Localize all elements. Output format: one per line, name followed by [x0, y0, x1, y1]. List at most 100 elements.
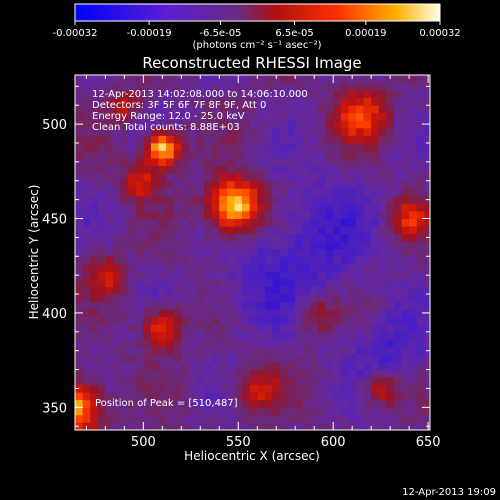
heatmap-cell: [302, 165, 311, 174]
heatmap-cell: [424, 414, 430, 423]
heatmap-cell: [280, 399, 289, 408]
heatmap-cell: [242, 142, 251, 151]
heatmap-cell: [75, 354, 83, 363]
heatmap-cell: [386, 339, 395, 348]
heatmap-cell: [302, 407, 311, 416]
heatmap-cell: [188, 173, 197, 182]
heatmap-cell: [264, 324, 273, 333]
heatmap-cell: [401, 278, 410, 287]
heatmap-cell: [317, 316, 326, 325]
heatmap-cell: [188, 316, 197, 325]
heatmap-cell: [173, 150, 182, 159]
heatmap-cell: [143, 158, 152, 167]
heatmap-cell: [325, 294, 334, 302]
heatmap-cell: [257, 263, 266, 272]
heatmap-cell: [340, 248, 349, 257]
heatmap-cell: [211, 97, 220, 106]
heatmap-cell: [272, 377, 281, 386]
heatmap-cell: [120, 218, 129, 227]
heatmap-cell: [90, 301, 99, 310]
heatmap-cell: [287, 294, 296, 302]
heatmap-cell: [150, 241, 159, 250]
heatmap-cell: [302, 377, 311, 386]
heatmap-cell: [196, 414, 205, 423]
heatmap-cell: [97, 309, 106, 318]
heatmap-cell: [310, 354, 319, 363]
heatmap-cell: [120, 173, 129, 182]
heatmap-cell: [188, 75, 197, 83]
heatmap-cell: [317, 346, 326, 355]
heatmap-cell: [219, 226, 228, 235]
heatmap-cell: [355, 158, 364, 167]
heatmap-cell: [226, 256, 235, 265]
heatmap-cell: [393, 331, 402, 340]
heatmap-cell: [105, 324, 114, 333]
x-tick-label: 650: [416, 435, 441, 450]
heatmap-cell: [105, 263, 114, 272]
heatmap-cell: [355, 278, 364, 287]
heatmap-cell: [105, 173, 114, 182]
heatmap-cell: [211, 195, 220, 204]
heatmap-cell: [105, 407, 114, 416]
heatmap-cell: [333, 127, 342, 136]
heatmap-cell: [211, 399, 220, 408]
heatmap-cell: [120, 105, 129, 114]
heatmap-cell: [150, 120, 159, 129]
heatmap-cell: [409, 188, 418, 197]
heatmap-cell: [249, 278, 258, 287]
heatmap-cell: [317, 97, 326, 106]
heatmap-cell: [401, 331, 410, 340]
heatmap-cell: [158, 407, 167, 416]
heatmap-cell: [409, 150, 418, 159]
heatmap-cell: [401, 248, 410, 257]
heatmap-cell: [287, 286, 296, 295]
heatmap-cell: [204, 248, 213, 257]
heatmap-cell: [158, 248, 167, 257]
heatmap-cell: [112, 165, 121, 174]
heatmap-cell: [150, 309, 159, 318]
heatmap-cell: [242, 286, 251, 295]
heatmap-cell: [257, 301, 266, 310]
heatmap-cell: [173, 384, 182, 393]
heatmap-cell: [272, 354, 281, 363]
heatmap-cell: [371, 377, 380, 386]
heatmap-cell: [97, 127, 106, 136]
heatmap-cell: [135, 324, 144, 333]
heatmap-cell: [310, 377, 319, 386]
heatmap-cell: [416, 377, 425, 386]
heatmap-cell: [143, 97, 152, 106]
heatmap-cell: [249, 271, 258, 280]
heatmap-cell: [257, 392, 266, 401]
heatmap-cell: [310, 278, 319, 287]
heatmap-cell: [135, 150, 144, 159]
heatmap-cell: [371, 399, 380, 408]
heatmap-cell: [249, 158, 258, 167]
heatmap-cell: [416, 407, 425, 416]
heatmap-cell: [272, 120, 281, 129]
heatmap-cell: [348, 165, 357, 174]
heatmap-cell: [348, 173, 357, 182]
heatmap-cell: [249, 301, 258, 310]
heatmap-cell: [264, 142, 273, 151]
heatmap-cell: [226, 384, 235, 393]
heatmap-cell: [401, 90, 410, 99]
heatmap-cell: [120, 90, 129, 99]
heatmap-cell: [82, 362, 91, 370]
heatmap-cell: [340, 226, 349, 235]
heatmap-cell: [272, 112, 281, 121]
heatmap-cell: [143, 210, 152, 219]
heatmap-cell: [317, 369, 326, 378]
heatmap-cell: [226, 339, 235, 348]
heatmap-cell: [371, 210, 380, 219]
heatmap-cell: [112, 75, 121, 83]
heatmap-cell: [340, 195, 349, 204]
heatmap-cell: [333, 150, 342, 159]
heatmap-cell: [302, 150, 311, 159]
heatmap-cell: [158, 82, 167, 91]
heatmap-cell: [105, 210, 114, 219]
heatmap-cell: [363, 188, 372, 197]
heatmap-cell: [196, 241, 205, 250]
heatmap-cell: [348, 195, 357, 204]
heatmap-cell: [128, 384, 137, 393]
heatmap-cell: [173, 203, 182, 212]
